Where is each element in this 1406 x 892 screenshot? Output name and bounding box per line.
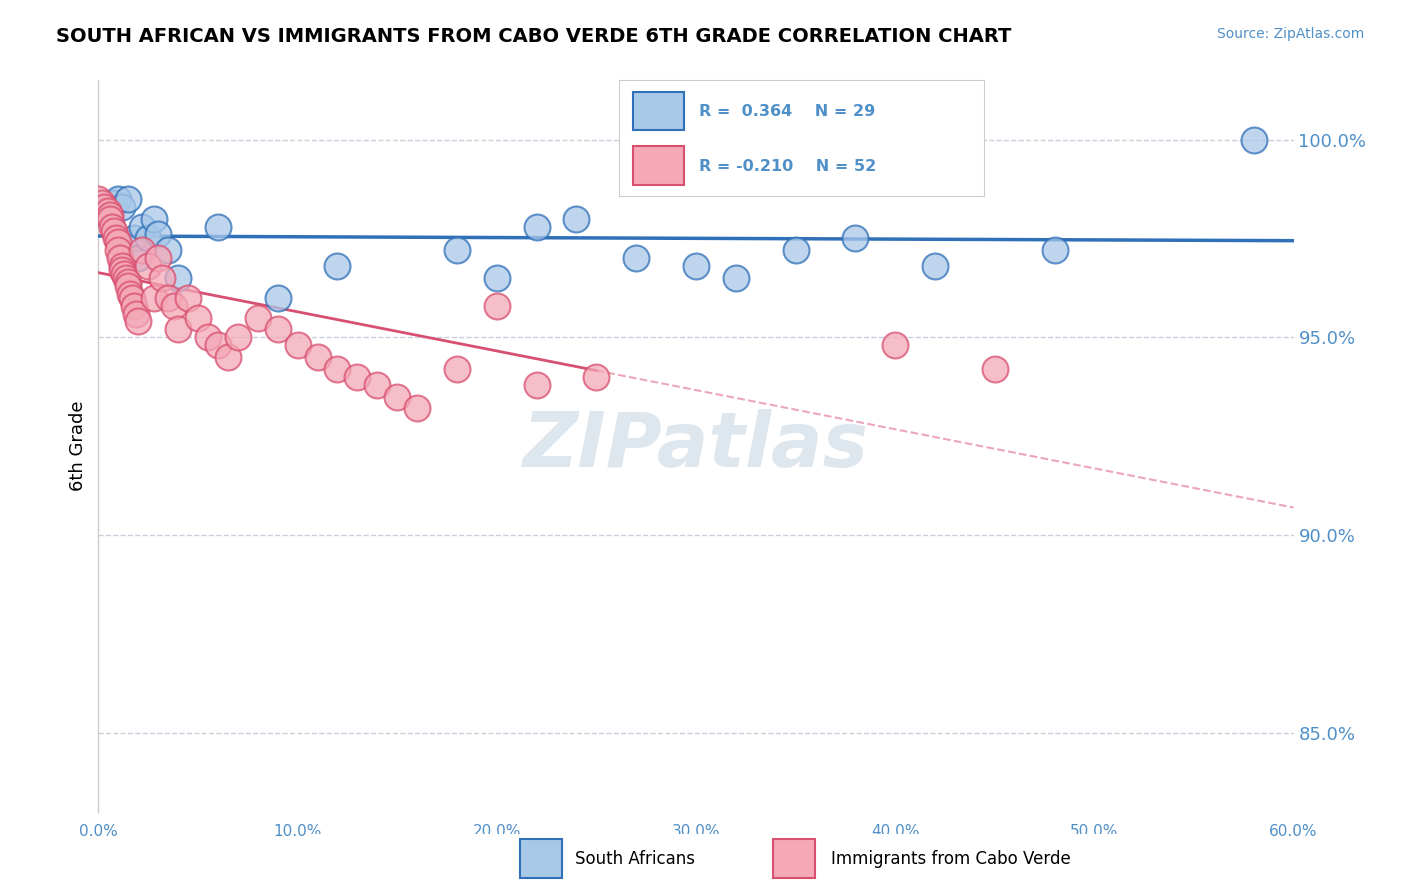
Point bbox=[785, 244, 807, 258]
Point bbox=[111, 200, 134, 214]
Point bbox=[163, 299, 186, 313]
Point bbox=[87, 203, 110, 218]
Point bbox=[157, 244, 180, 258]
Point bbox=[107, 192, 129, 206]
Point bbox=[87, 192, 110, 206]
Point bbox=[685, 259, 707, 273]
Point bbox=[1043, 244, 1066, 258]
Bar bbox=[633, 92, 685, 130]
Point bbox=[124, 231, 146, 245]
Point bbox=[111, 263, 134, 277]
Point bbox=[984, 362, 1007, 376]
Point bbox=[136, 259, 159, 273]
Point bbox=[307, 350, 329, 364]
Point bbox=[446, 244, 468, 258]
Point bbox=[844, 231, 866, 245]
Point bbox=[103, 195, 125, 210]
Point bbox=[110, 251, 132, 265]
Bar bbox=[633, 146, 685, 185]
Point bbox=[93, 200, 115, 214]
Point bbox=[884, 338, 907, 352]
Text: Source: ZipAtlas.com: Source: ZipAtlas.com bbox=[1216, 27, 1364, 41]
Point bbox=[148, 227, 170, 242]
Point bbox=[217, 350, 239, 364]
Bar bbox=[520, 838, 562, 878]
Point bbox=[207, 219, 229, 234]
Text: R =  0.364    N = 29: R = 0.364 N = 29 bbox=[699, 104, 876, 120]
Point bbox=[121, 291, 143, 305]
Point bbox=[406, 401, 429, 416]
Point bbox=[125, 307, 148, 321]
Point bbox=[111, 259, 134, 273]
Point bbox=[366, 377, 388, 392]
Point bbox=[131, 244, 153, 258]
Point bbox=[157, 291, 180, 305]
Point bbox=[136, 231, 159, 245]
Point bbox=[107, 235, 129, 250]
Point bbox=[148, 251, 170, 265]
Point bbox=[346, 369, 368, 384]
Point bbox=[207, 338, 229, 352]
Point bbox=[385, 390, 409, 404]
Point bbox=[127, 314, 149, 328]
Point bbox=[226, 330, 249, 344]
Point bbox=[924, 259, 946, 273]
Point bbox=[105, 231, 128, 245]
Point bbox=[724, 271, 747, 285]
Y-axis label: 6th Grade: 6th Grade bbox=[69, 401, 87, 491]
Text: R = -0.210    N = 52: R = -0.210 N = 52 bbox=[699, 159, 876, 174]
Text: Immigrants from Cabo Verde: Immigrants from Cabo Verde bbox=[831, 849, 1070, 868]
Point bbox=[167, 322, 190, 336]
Point bbox=[103, 223, 125, 237]
Point bbox=[326, 362, 349, 376]
Point bbox=[287, 338, 309, 352]
Point bbox=[565, 211, 588, 226]
Text: South Africans: South Africans bbox=[575, 849, 695, 868]
Point bbox=[526, 377, 548, 392]
Point bbox=[485, 299, 508, 313]
Point bbox=[626, 251, 648, 265]
Point bbox=[143, 291, 166, 305]
Point bbox=[117, 278, 139, 293]
Point bbox=[446, 362, 468, 376]
Point bbox=[167, 271, 190, 285]
Point bbox=[267, 291, 290, 305]
Point bbox=[115, 271, 138, 285]
Point bbox=[197, 330, 219, 344]
Point bbox=[187, 310, 209, 325]
Text: SOUTH AFRICAN VS IMMIGRANTS FROM CABO VERDE 6TH GRADE CORRELATION CHART: SOUTH AFRICAN VS IMMIGRANTS FROM CABO VE… bbox=[56, 27, 1011, 45]
Point bbox=[131, 219, 153, 234]
Point bbox=[585, 369, 607, 384]
Point bbox=[97, 200, 120, 214]
Point bbox=[101, 219, 124, 234]
Point bbox=[107, 244, 129, 258]
Bar bbox=[773, 838, 815, 878]
Point bbox=[326, 259, 349, 273]
Point bbox=[112, 267, 135, 281]
Point bbox=[100, 208, 122, 222]
Point bbox=[485, 271, 508, 285]
Point bbox=[150, 271, 173, 285]
Text: ZIPatlas: ZIPatlas bbox=[523, 409, 869, 483]
Point bbox=[117, 275, 139, 289]
Point bbox=[117, 192, 139, 206]
Point bbox=[100, 211, 122, 226]
Point bbox=[124, 299, 146, 313]
Point bbox=[246, 310, 269, 325]
Point bbox=[177, 291, 200, 305]
Point bbox=[267, 322, 290, 336]
Point bbox=[526, 219, 548, 234]
Point bbox=[97, 203, 120, 218]
Point bbox=[120, 286, 142, 301]
Point bbox=[127, 251, 149, 265]
Point bbox=[143, 211, 166, 226]
Point bbox=[91, 195, 114, 210]
Point bbox=[1243, 132, 1265, 146]
